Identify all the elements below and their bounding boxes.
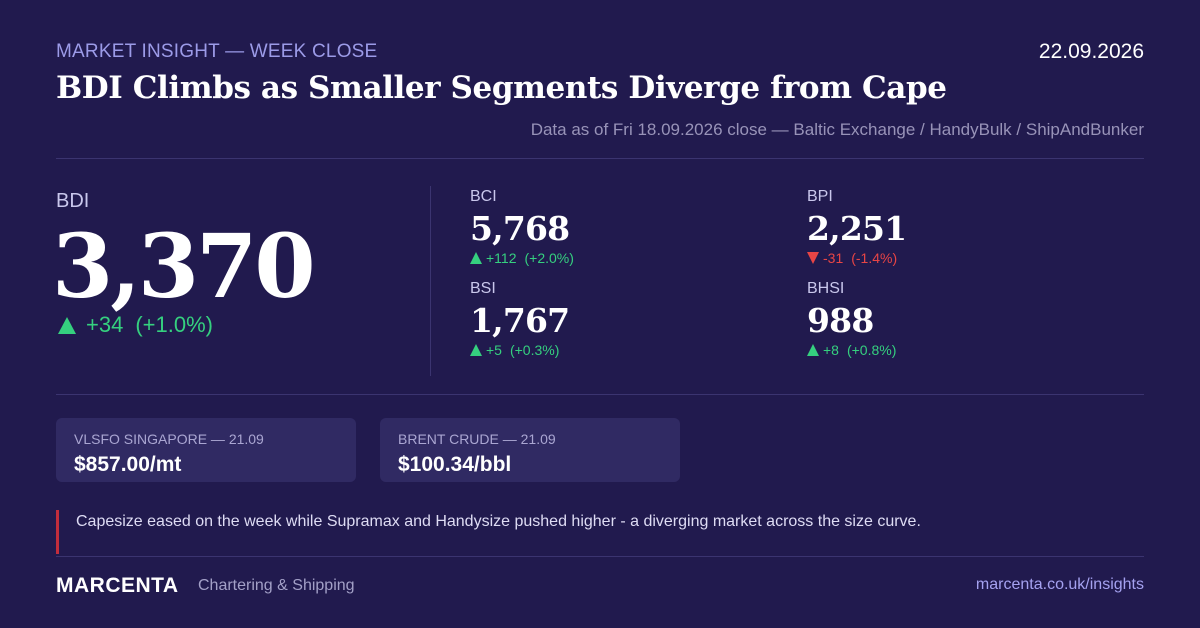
index-change-percent: (-1.4%) xyxy=(851,250,898,266)
index-bpi: BPI 2,251 -31 (-1.4%) xyxy=(807,188,1067,266)
down-arrow-icon xyxy=(807,252,819,264)
kicker: MARKET INSIGHT — WEEK CLOSE xyxy=(56,41,378,62)
up-arrow-icon xyxy=(470,252,482,264)
card-label: BRENT CRUDE — 21.09 xyxy=(398,431,556,447)
index-change: +112 (+2.0%) xyxy=(470,250,730,266)
index-label: BCI xyxy=(470,188,497,205)
index-change-points: +8 xyxy=(823,342,839,358)
index-bci: BCI 5,768 +112 (+2.0%) xyxy=(470,188,730,266)
insights-link[interactable]: marcenta.co.uk/insights xyxy=(975,576,1144,593)
divider-bottom xyxy=(56,556,1144,557)
index-change-points: -31 xyxy=(823,250,844,266)
commentary-text: Capesize eased on the week while Suprama… xyxy=(76,513,921,530)
index-value: 5,768 xyxy=(470,209,570,248)
brand-logo: MARCENTA xyxy=(56,574,179,597)
bdi-value: 3,370 xyxy=(52,214,316,318)
index-change-percent: (+0.3%) xyxy=(509,342,560,358)
commentary-accent-bar xyxy=(56,510,59,554)
card-label: VLSFO SINGAPORE — 21.09 xyxy=(74,431,264,447)
up-arrow-icon xyxy=(58,316,76,334)
index-bhsi: BHSI 988 +8 (+0.8%) xyxy=(807,280,1067,358)
index-label: BPI xyxy=(807,188,833,205)
index-change-points: +5 xyxy=(486,342,502,358)
index-bsi: BSI 1,767 +5 (+0.3%) xyxy=(470,280,730,358)
divider-middle xyxy=(56,394,1144,395)
index-change-percent: (+0.8%) xyxy=(846,342,897,358)
index-change: -31 (-1.4%) xyxy=(807,250,1067,266)
bdi-change: +34 (+1.0%) xyxy=(58,312,213,338)
index-label: BSI xyxy=(470,280,496,297)
index-change: +5 (+0.3%) xyxy=(470,342,730,358)
card-value: $100.34/bbl xyxy=(398,453,512,476)
bdi-change-percent: (+1.0%) xyxy=(135,312,213,337)
bdi-change-points: +34 xyxy=(86,312,124,337)
index-value: 988 xyxy=(807,301,874,340)
vertical-divider xyxy=(430,186,431,376)
bdi-label: BDI xyxy=(56,190,90,212)
data-source: Data as of Fri 18.09.2026 close — Baltic… xyxy=(530,120,1144,139)
index-value: 2,251 xyxy=(807,209,907,248)
index-value: 1,767 xyxy=(470,301,570,340)
up-arrow-icon xyxy=(470,344,482,356)
index-change-percent: (+2.0%) xyxy=(524,250,574,266)
index-change-points: +112 xyxy=(486,250,517,266)
index-label: BHSI xyxy=(807,280,845,297)
divider-top xyxy=(56,158,1144,159)
brand-tagline: Chartering & Shipping xyxy=(198,577,355,594)
publish-date: 22.09.2026 xyxy=(1038,40,1144,63)
fuel-price-card: VLSFO SINGAPORE — 21.09 $857.00/mt xyxy=(56,418,356,482)
up-arrow-icon xyxy=(807,344,819,356)
headline: BDI Climbs as Smaller Segments Diverge f… xyxy=(56,70,947,106)
crude-price-card: BRENT CRUDE — 21.09 $100.34/bbl xyxy=(380,418,680,482)
card-value: $857.00/mt xyxy=(74,453,182,476)
index-change: +8 (+0.8%) xyxy=(807,342,1067,358)
